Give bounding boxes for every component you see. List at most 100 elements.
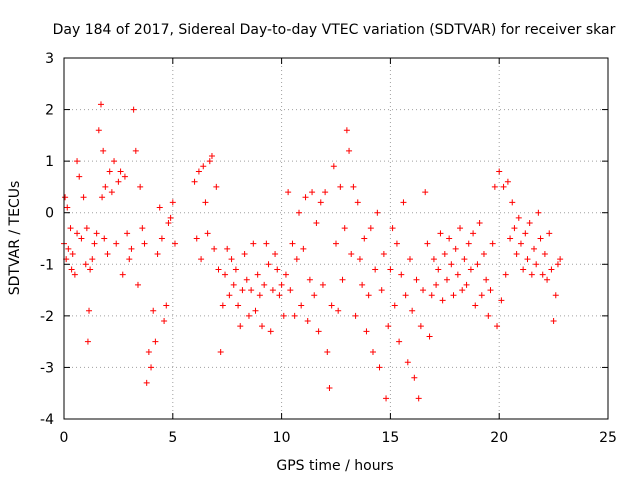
data-point [526, 220, 533, 227]
data-point [391, 302, 398, 309]
data-point [84, 338, 91, 345]
data-point [150, 307, 157, 314]
data-point [457, 225, 464, 232]
data-point [278, 281, 285, 288]
data-point [69, 250, 76, 257]
y-tick-label: 1 [45, 154, 54, 170]
data-point [263, 240, 270, 247]
data-point [350, 183, 357, 190]
data-point [101, 235, 108, 242]
data-point [315, 328, 322, 335]
data-point [396, 338, 403, 345]
data-point [300, 245, 307, 252]
data-point [400, 199, 407, 206]
data-point [548, 266, 555, 273]
data-point [141, 240, 148, 247]
y-tick-label: 2 [45, 103, 54, 119]
data-point [402, 292, 409, 299]
x-tick-label: 20 [490, 430, 508, 446]
data-point [513, 250, 520, 257]
data-point [89, 256, 96, 263]
data-point [322, 189, 329, 196]
data-point [111, 158, 118, 165]
data-point [539, 271, 546, 278]
data-point [509, 199, 516, 206]
data-point [254, 271, 261, 278]
grid [64, 58, 608, 419]
data-point [483, 276, 490, 283]
data-point [354, 199, 361, 206]
data-point [393, 240, 400, 247]
data-point [343, 127, 350, 134]
data-point [537, 235, 544, 242]
data-point [296, 209, 303, 216]
data-point [446, 235, 453, 242]
data-point [256, 292, 263, 299]
data-point [274, 266, 281, 273]
data-point [528, 271, 535, 278]
data-point [535, 209, 542, 216]
data-point [228, 256, 235, 263]
data-point [372, 266, 379, 273]
data-point [250, 240, 257, 247]
data-point [128, 245, 135, 252]
data-point [124, 230, 131, 237]
data-point [95, 127, 102, 134]
data-point [541, 250, 548, 257]
data-point [213, 183, 220, 190]
plot-frame [63, 57, 609, 420]
data-point [494, 323, 501, 330]
data-point [280, 312, 287, 319]
data-point [245, 312, 252, 319]
data-point [363, 328, 370, 335]
x-tick-label: 25 [599, 430, 617, 446]
data-point [171, 240, 178, 247]
data-point [531, 245, 538, 252]
data-point [385, 323, 392, 330]
data-point [433, 281, 440, 288]
data-point [211, 245, 218, 252]
data-point [117, 168, 124, 175]
data-point [289, 240, 296, 247]
data-point [424, 240, 431, 247]
data-point [459, 287, 466, 294]
data-point [404, 359, 411, 366]
data-point [489, 240, 496, 247]
data-point [139, 225, 146, 232]
data-point [448, 261, 455, 268]
data-point [104, 250, 111, 257]
data-point [86, 307, 93, 314]
data-point [333, 240, 339, 247]
data-point [406, 256, 413, 263]
y-tick-label: 3 [45, 51, 54, 67]
data-point [500, 183, 507, 190]
data-point [550, 318, 557, 325]
data-point [498, 297, 505, 304]
data-point [200, 163, 207, 170]
chart-title: Day 184 of 2017, Sidereal Day-to-day VTE… [53, 22, 616, 38]
data-point [496, 168, 503, 175]
data-point [204, 230, 211, 237]
data-point [137, 183, 144, 190]
data-point [154, 250, 161, 257]
data-point [80, 194, 87, 201]
data-point [557, 256, 564, 263]
data-point [215, 266, 222, 273]
data-point [324, 348, 331, 355]
data-point [502, 271, 509, 278]
data-point [367, 225, 374, 232]
data-point [269, 287, 276, 294]
data-point [439, 297, 446, 304]
data-point [491, 183, 498, 190]
data-point [78, 235, 85, 242]
data-point [115, 178, 122, 185]
data-point [134, 281, 141, 288]
data-point [467, 266, 474, 273]
data-point [417, 323, 424, 330]
data-point [235, 302, 242, 309]
data-point [119, 271, 126, 278]
data-point [285, 189, 292, 196]
data-point [143, 379, 150, 386]
data-point [206, 158, 213, 165]
data-point [352, 312, 359, 319]
